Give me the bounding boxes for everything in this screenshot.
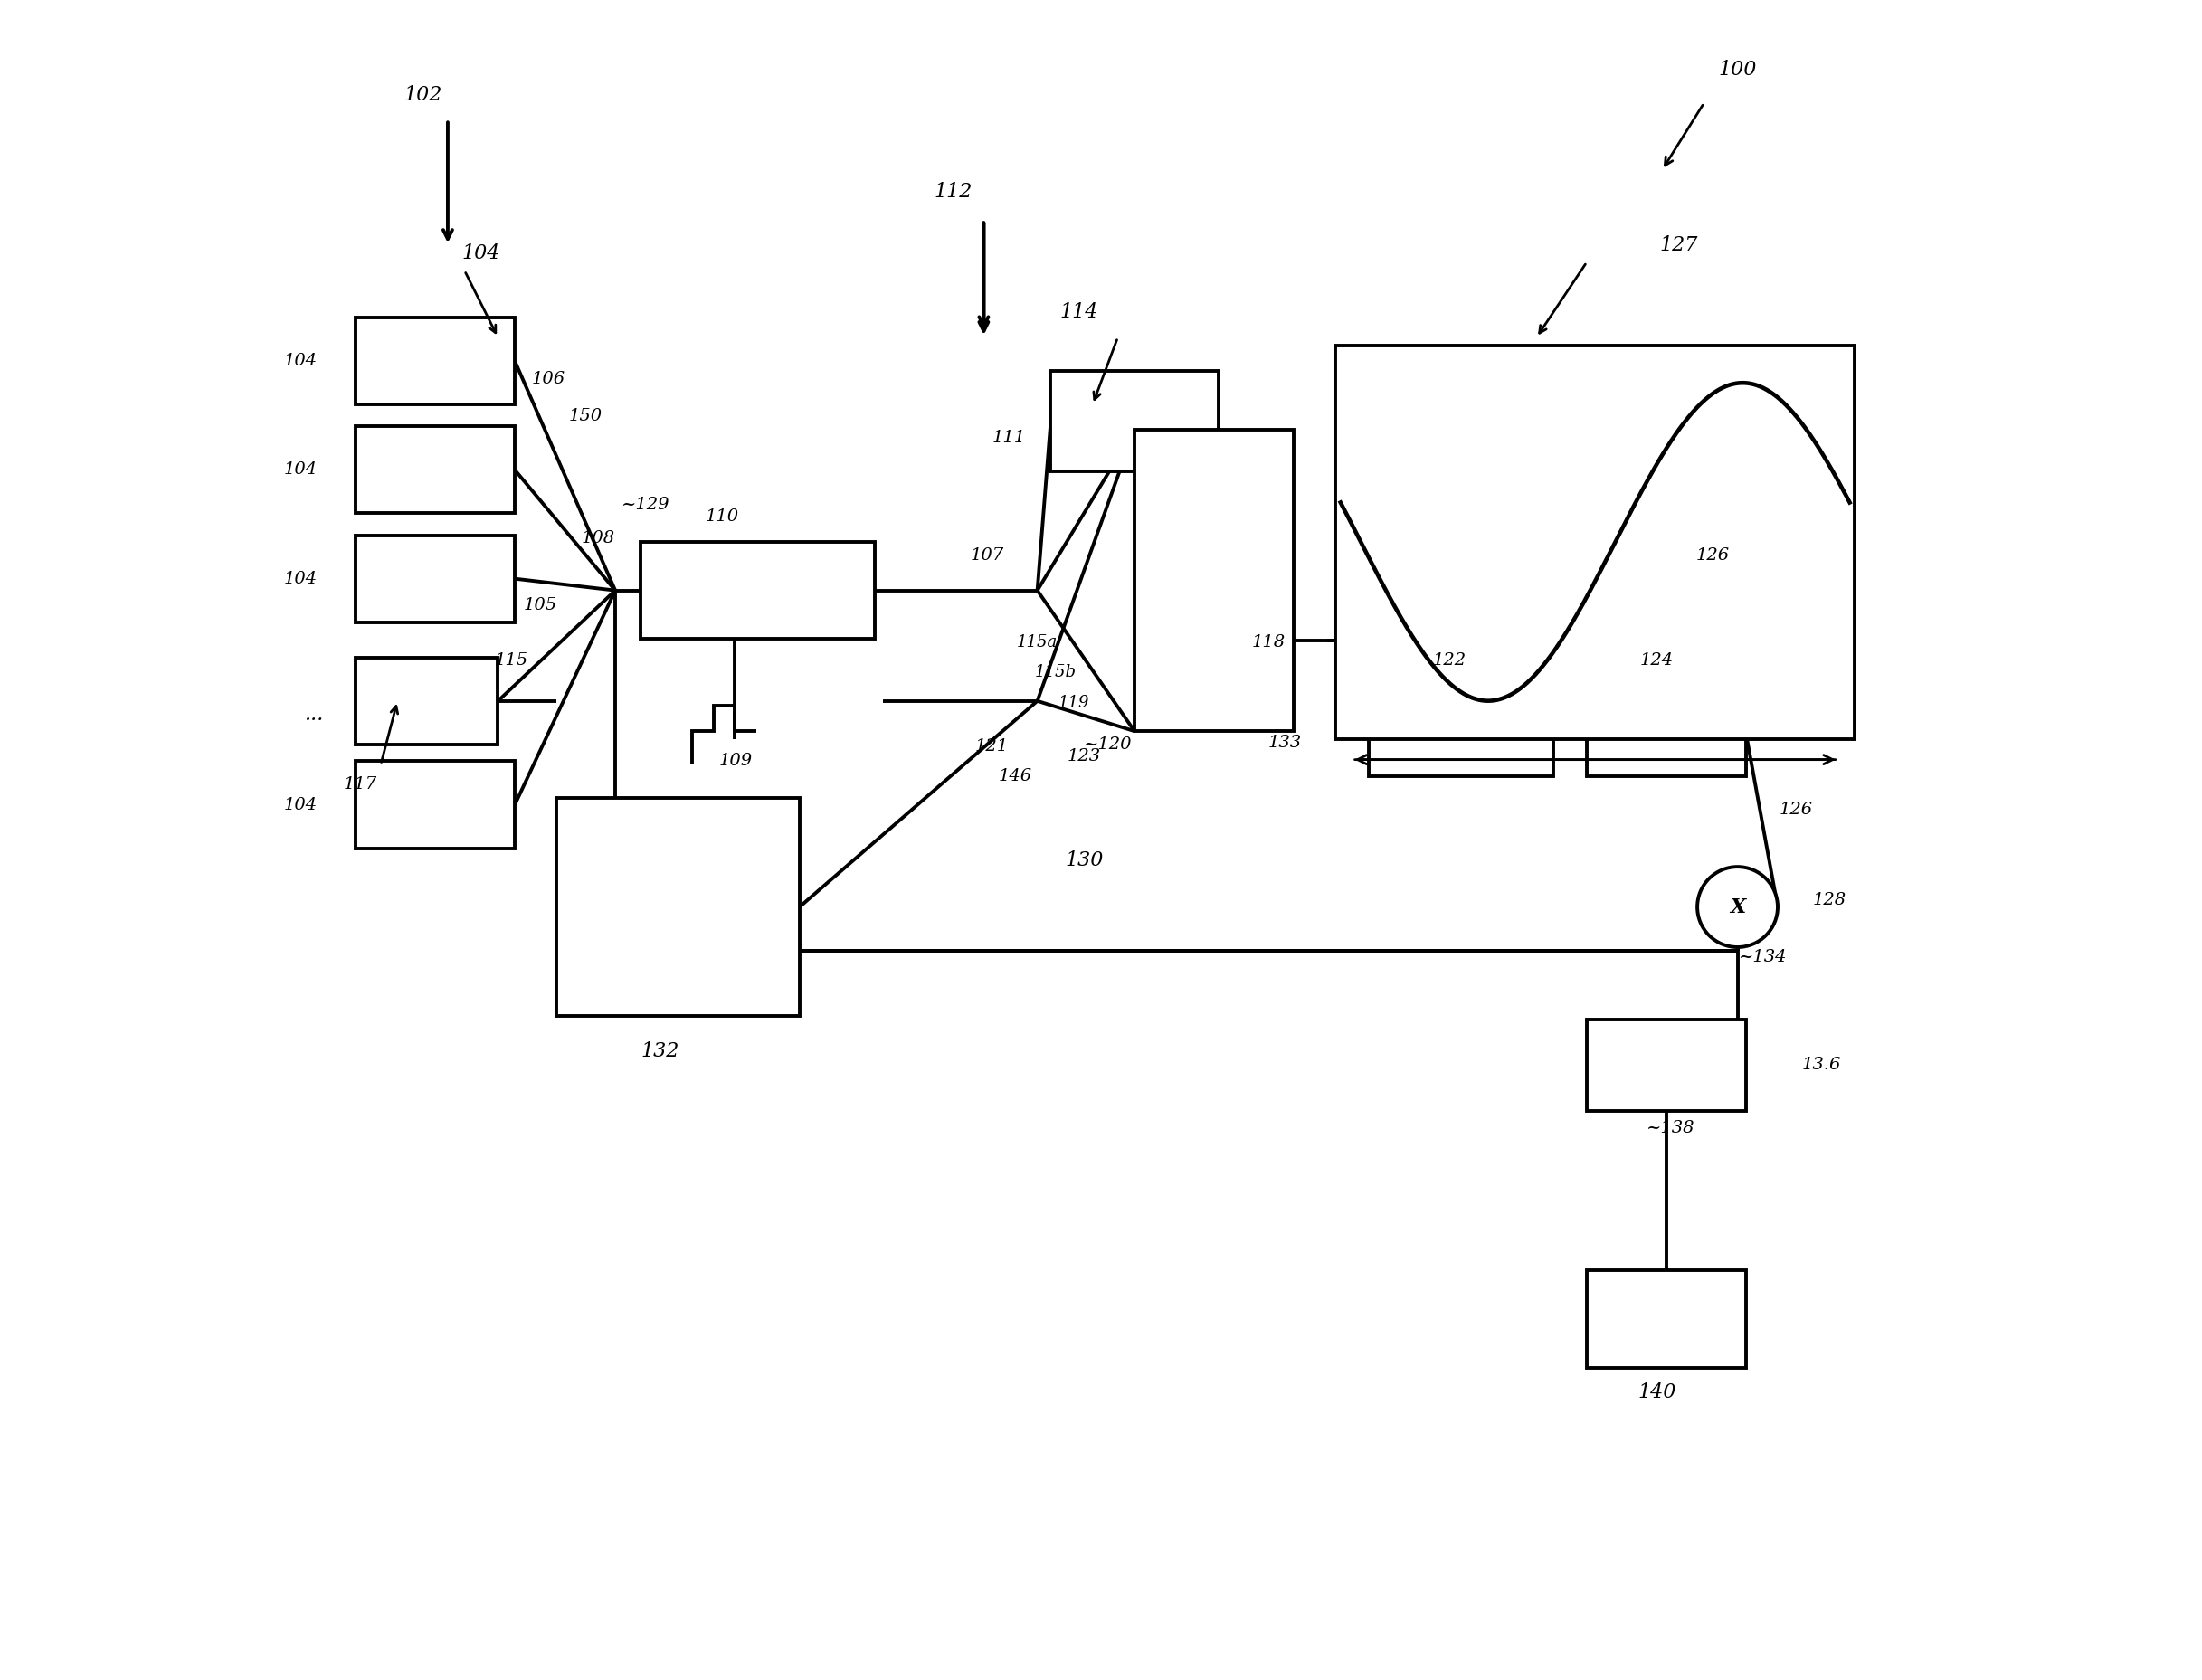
Text: 111: 111: [993, 430, 1026, 447]
Bar: [357, 427, 515, 514]
Text: ~120: ~120: [1083, 736, 1132, 753]
Text: 132: 132: [641, 1042, 680, 1062]
Text: 124: 124: [1640, 652, 1674, 669]
Text: 108: 108: [581, 531, 614, 546]
Text: 104: 104: [284, 462, 317, 479]
Bar: [1370, 689, 1552, 776]
Text: 110: 110: [705, 509, 740, 524]
Bar: [1588, 689, 1746, 776]
Text: 123: 123: [1068, 748, 1101, 764]
Text: 115a: 115a: [1017, 635, 1057, 650]
Bar: [1588, 1270, 1746, 1368]
Text: 127: 127: [1660, 235, 1698, 255]
Text: 102: 102: [403, 84, 443, 104]
Text: 106: 106: [531, 371, 566, 388]
Text: 140: 140: [1638, 1383, 1676, 1403]
Text: 104: 104: [284, 571, 317, 586]
Bar: [357, 536, 515, 622]
Text: 104: 104: [462, 244, 500, 264]
Text: 133: 133: [1268, 734, 1301, 751]
Text: 105: 105: [524, 598, 557, 613]
Text: 117: 117: [344, 776, 377, 793]
Text: 115: 115: [495, 652, 528, 669]
Bar: [1334, 346, 1854, 739]
Text: 122: 122: [1434, 652, 1467, 669]
Bar: [1588, 1020, 1746, 1112]
Text: ~138: ~138: [1647, 1121, 1696, 1136]
Text: 104: 104: [284, 353, 317, 370]
Circle shape: [1698, 867, 1777, 948]
Text: 13.6: 13.6: [1801, 1057, 1841, 1072]
Text: 126: 126: [1696, 548, 1729, 563]
Text: 128: 128: [1812, 892, 1847, 909]
Text: 114: 114: [1059, 302, 1099, 323]
Text: 118: 118: [1251, 635, 1286, 650]
Text: 126: 126: [1779, 801, 1812, 818]
Text: 146: 146: [1000, 768, 1033, 785]
Text: X: X: [1731, 897, 1746, 917]
Text: 112: 112: [934, 181, 973, 202]
Bar: [1134, 430, 1293, 731]
Text: ~134: ~134: [1737, 949, 1786, 966]
Bar: [641, 543, 874, 638]
Text: 150: 150: [568, 408, 601, 425]
Bar: [357, 318, 515, 405]
Text: 100: 100: [1718, 59, 1757, 79]
Text: ...: ...: [304, 704, 324, 724]
Text: 104: 104: [284, 796, 317, 813]
Text: 109: 109: [720, 753, 753, 769]
Text: 107: 107: [971, 548, 1004, 563]
Text: 121: 121: [975, 738, 1009, 754]
Bar: [557, 798, 799, 1016]
Text: ~129: ~129: [621, 497, 669, 512]
Bar: [1050, 371, 1218, 472]
Bar: [357, 657, 498, 744]
Text: 119: 119: [1059, 694, 1090, 711]
Text: 130: 130: [1066, 850, 1103, 870]
Text: 115b: 115b: [1035, 664, 1077, 680]
Bar: [357, 761, 515, 848]
